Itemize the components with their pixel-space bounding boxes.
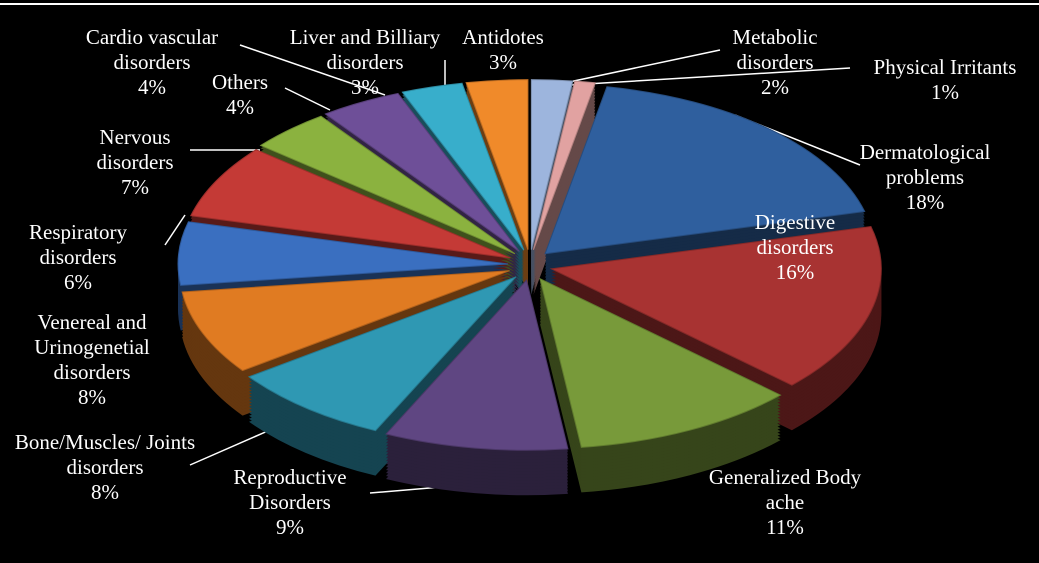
label-percent: 7%: [121, 175, 149, 199]
label-name: Antidotes: [462, 25, 544, 49]
slice: [259, 115, 516, 255]
label-percent: 18%: [905, 190, 945, 214]
slice: [190, 149, 511, 259]
slice: [401, 82, 525, 251]
data-label: Nervous disorders 7%: [75, 125, 195, 200]
data-label: Venereal and Urinogenetial disorders 8%: [2, 310, 182, 410]
data-label: Metabolic disorders 2%: [715, 25, 835, 100]
slice-side: [533, 87, 596, 256]
slice: [539, 277, 782, 448]
data-label: Liver and Billiary disorders 3%: [280, 25, 450, 100]
slice-side: [533, 84, 596, 253]
label-name: Generalized Body ache: [708, 465, 862, 514]
label-name: Liver and Billiary disorders: [289, 25, 441, 74]
label-percent: 4%: [138, 75, 166, 99]
label-name: Reproductive Disorders: [233, 465, 347, 514]
label-percent: 2%: [761, 75, 789, 99]
slice-side: [533, 114, 596, 283]
data-label: Others 4%: [200, 70, 280, 120]
data-label: Respiratory disorders 6%: [3, 220, 153, 295]
label-percent: 3%: [351, 75, 379, 99]
slice: [544, 86, 866, 255]
slice-side: [533, 105, 596, 274]
data-label: Reproductive Disorders 9%: [205, 465, 375, 540]
label-percent: 8%: [78, 385, 106, 409]
slice: [181, 270, 510, 372]
label-percent: 8%: [91, 480, 119, 504]
data-label: Bone/Muscles/ Joints disorders 8%: [10, 430, 200, 505]
data-label: Digestive disorders 16%: [715, 210, 875, 285]
label-percent: 4%: [226, 95, 254, 119]
label-name: Physical Irritants: [873, 55, 1017, 79]
slice: [177, 221, 509, 286]
label-name: Metabolic disorders: [732, 25, 818, 74]
slice-side: [533, 108, 596, 277]
label-name: Others: [212, 70, 268, 94]
label-percent: 11%: [766, 515, 804, 539]
label-name: Cardio vascular disorders: [85, 25, 219, 74]
slice: [247, 276, 517, 432]
label-percent: 6%: [64, 270, 92, 294]
slice: [532, 80, 596, 250]
data-label: Dermatological problems 18%: [845, 140, 1005, 215]
slice-side: [533, 93, 596, 262]
label-percent: 1%: [931, 80, 959, 104]
label-name: Digestive disorders: [754, 210, 836, 259]
label-name: Venereal and Urinogenetial disorders: [34, 310, 150, 384]
slice-side: [533, 99, 596, 268]
slice-side: [533, 90, 596, 259]
label-percent: 9%: [276, 515, 304, 539]
label-percent: 3%: [489, 50, 517, 74]
slice: [385, 279, 569, 451]
data-label: Antidotes 3%: [443, 25, 563, 75]
slice: [549, 226, 882, 386]
slice-side: [533, 102, 596, 271]
label-name: Bone/Muscles/ Joints disorders: [14, 430, 196, 479]
label-name: Respiratory disorders: [29, 220, 127, 269]
label-name: Nervous disorders: [96, 125, 174, 174]
label-name: Dermatological problems: [859, 140, 991, 189]
slice-side: [533, 111, 596, 280]
slice-side: [533, 96, 596, 265]
data-label: Physical Irritants 1%: [860, 55, 1030, 105]
slice: [465, 79, 529, 250]
slice: [324, 92, 520, 252]
data-label: Generalized Body ache 11%: [700, 465, 870, 540]
slice: [530, 79, 574, 250]
data-label: Cardio vascular disorders 4%: [62, 25, 242, 100]
label-percent: 16%: [775, 260, 815, 284]
